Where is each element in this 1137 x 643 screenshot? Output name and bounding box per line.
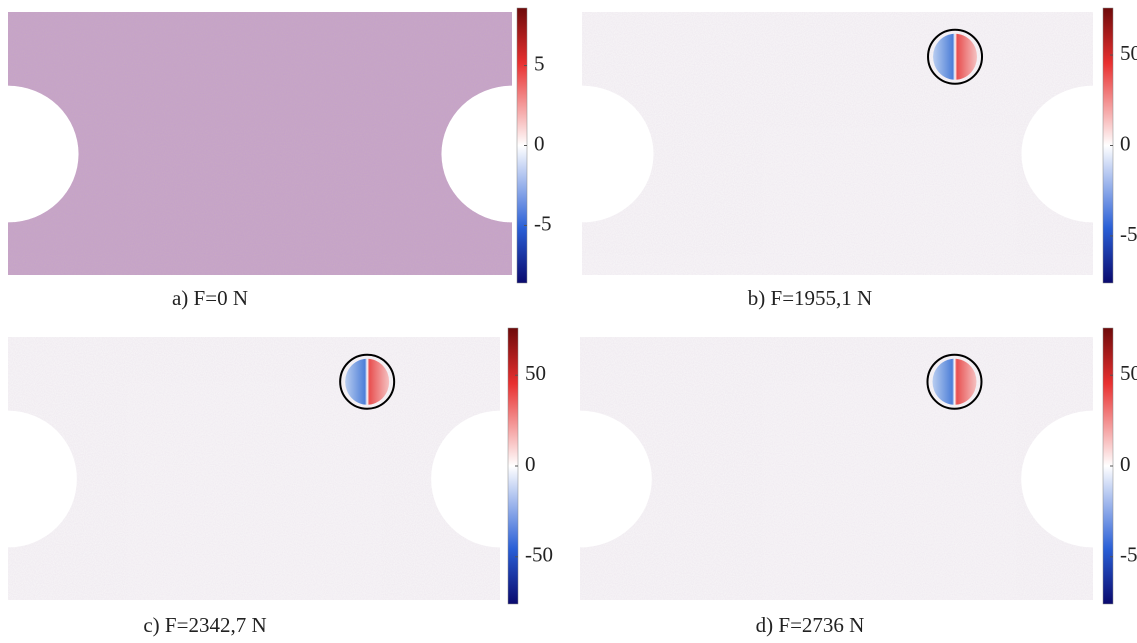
colorbar-tick-label: -5	[534, 211, 552, 235]
colorbar-tick-label: 0	[1120, 452, 1131, 476]
colorbar-tick-label: -50	[1120, 222, 1137, 246]
highlight-field	[345, 358, 390, 405]
speckle	[582, 12, 1093, 275]
highlight-field	[933, 33, 978, 80]
colorbar-tick-label: 50	[1120, 361, 1137, 385]
colorbar-tick-label: -50	[1120, 543, 1137, 567]
panel: 5 0 -5 a) F=0 N	[8, 7, 552, 310]
panel: 50 0 -50 d) F=2736 N	[580, 327, 1137, 637]
colorbar-tick-label: 0	[525, 452, 536, 476]
highlight-circle	[926, 353, 983, 410]
speckle	[8, 12, 512, 275]
highlight-circle	[927, 28, 984, 85]
colorbar-tick-label: 50	[525, 361, 546, 385]
caption: d) F=2736 N	[756, 613, 865, 637]
caption: a) F=0 N	[172, 286, 248, 310]
highlight-circle	[339, 353, 396, 410]
speckle	[580, 337, 1093, 600]
colorbar-tick-label: 50	[1120, 41, 1137, 65]
panel: 50 0 -50 c) F=2342,7 N	[8, 327, 553, 637]
colorbar-tick-label: -50	[525, 543, 553, 567]
highlight-field	[932, 358, 977, 405]
speckle	[8, 337, 500, 600]
caption: c) F=2342,7 N	[143, 613, 266, 637]
panel: 50 0 -50 b) F=1955,1 N	[582, 7, 1137, 310]
colorbar-tick-label: 5	[534, 51, 545, 75]
caption: b) F=1955,1 N	[748, 286, 872, 310]
colorbar-tick-label: 0	[1120, 131, 1131, 155]
colorbar-tick-label: 0	[534, 131, 545, 155]
